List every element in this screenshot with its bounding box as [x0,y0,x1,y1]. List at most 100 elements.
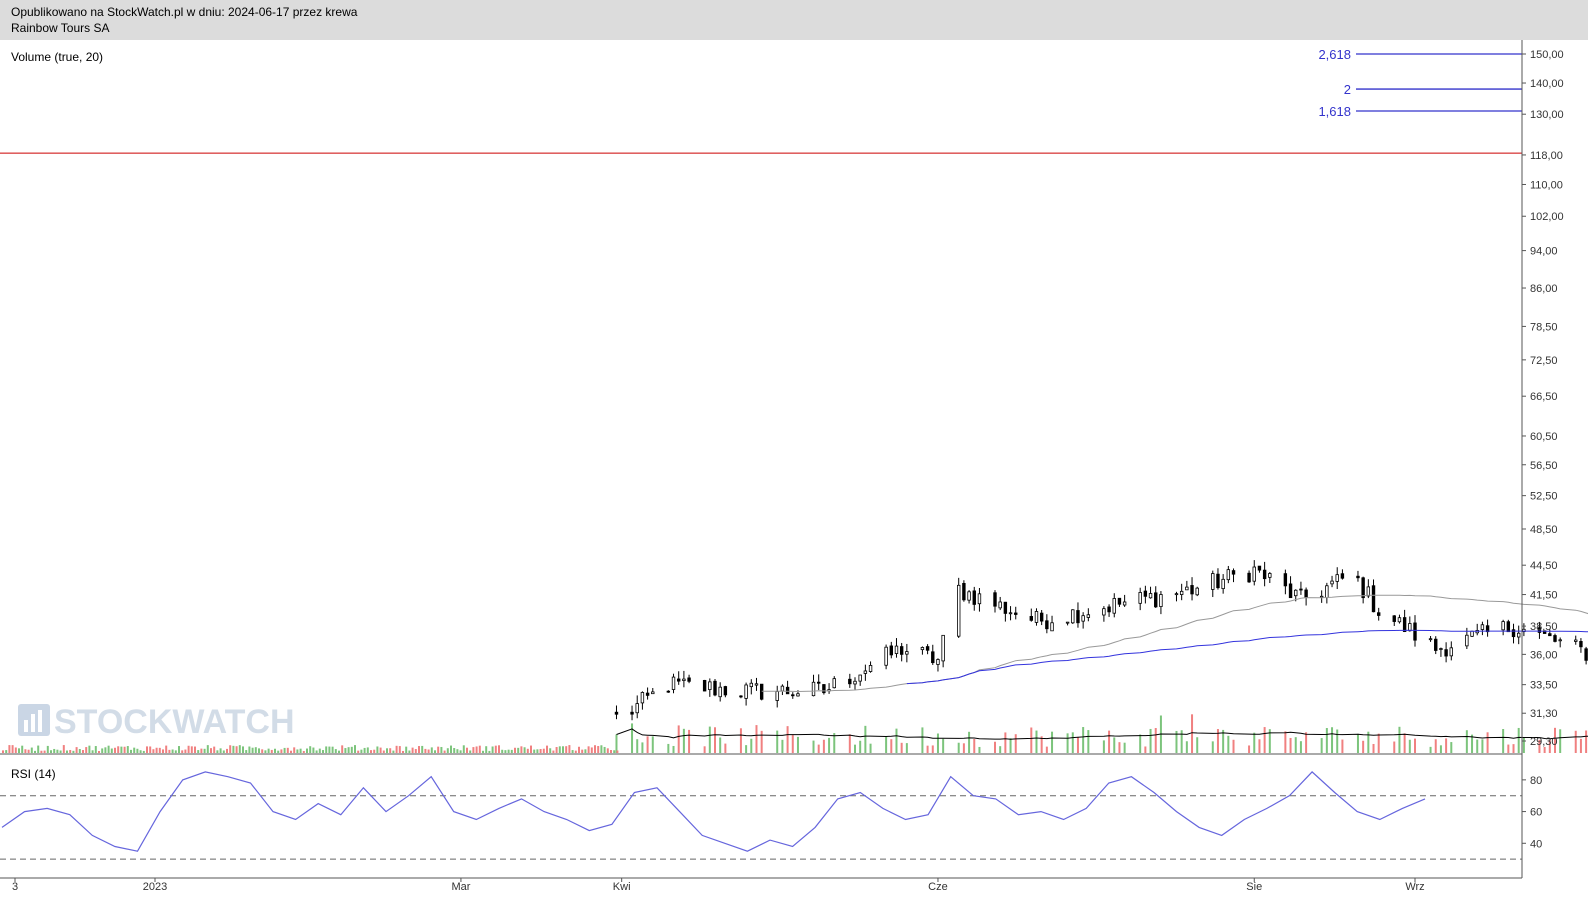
volume-bar [424,748,427,753]
volume-bar [942,738,945,753]
candle-body [899,646,904,655]
candle-body [749,682,753,688]
volume-bar [1108,730,1111,753]
candle-body [1584,648,1588,661]
volume-bar [1414,738,1416,753]
volume-bar [130,749,132,753]
volume-bar [1554,727,1556,753]
candle-body [884,646,888,666]
candle-body [1112,598,1116,614]
volume-bar [994,741,996,753]
volume-bar [1113,737,1116,753]
volume-bar [72,750,75,753]
rsi-tick-label: 40 [1530,838,1542,850]
volume-bar [1398,726,1401,753]
volume-bar [714,727,716,753]
candle-body [1517,632,1521,638]
candle-body [1034,611,1039,623]
volume-bar [200,748,203,753]
volume-bar [40,750,43,753]
volume-bar [318,748,321,753]
volume-bar [745,745,748,753]
volume-bar [277,750,280,753]
candle-body [687,677,691,682]
candle-body [863,670,868,674]
candle-body [630,711,634,715]
volume-bar [491,746,494,753]
volume-bar [1263,727,1266,753]
volume-bar [600,745,603,753]
volume-bar [133,747,136,753]
candle-body [1501,621,1505,631]
candle-body [1579,641,1583,648]
volume-bar [136,748,139,753]
volume-bar [46,745,49,753]
time-tick-label: 3 [12,881,18,893]
volume-bar [459,750,462,753]
volume-bar [82,750,84,753]
candle-body [1216,573,1220,589]
volume-bar [376,746,379,753]
publish-info: Opublikowano na StockWatch.pl w dniu: 20… [11,5,358,19]
volume-bar [776,730,779,753]
moving-average-long [906,629,1588,685]
volume-bar [286,747,289,753]
price-tick-label: 102,00 [1530,211,1564,223]
volume-bar [641,742,644,753]
volume-bar [139,750,142,753]
volume-bar [542,748,545,753]
volume-bar [1082,727,1085,753]
volume-bar [24,749,27,753]
candle-body [1294,589,1298,597]
volume-bar [1071,732,1074,753]
time-tick-label: Kwi [613,881,631,893]
volume-bar [1191,714,1194,753]
volume-bar [178,746,180,753]
volume-bar [1253,732,1256,753]
volume-bar [494,745,497,753]
volume-bar [895,728,898,753]
volume-bar [91,750,94,753]
volume-bar [1149,728,1152,753]
volume-bar [1341,739,1344,753]
volume-bar [187,745,190,753]
volume-bar [34,750,36,753]
candle-body [1377,612,1381,616]
volume-bar [267,748,270,753]
volume-bar [1014,734,1017,753]
volume-bar [466,747,468,753]
candle-body [1366,586,1371,597]
volume-bar [146,746,148,753]
volume-bar [354,745,356,753]
volume-bar [968,731,971,753]
volume-bar [682,728,685,753]
volume-bar [973,738,976,753]
candle-body [1283,573,1288,587]
volume-bar [1294,737,1297,753]
volume-bar [258,748,260,753]
candle-body [1397,617,1402,623]
volume-bar [14,747,17,753]
rsi-tick-label: 80 [1530,775,1542,787]
candle-body [671,676,676,690]
candle-body [651,691,655,695]
volume-bar [152,749,155,753]
volume-bar [238,745,241,753]
candle-body [1465,634,1469,647]
volume-bar [181,750,184,753]
volume-bar [597,746,600,753]
volume-bar [501,749,504,753]
volume-bar [437,746,440,753]
candle-body [677,678,681,682]
volume-bar [440,746,443,753]
volume-bar [126,746,129,753]
volume-bar [1118,742,1121,753]
volume-bar [408,750,411,753]
volume-bar [414,749,417,753]
volume-bar [848,734,851,753]
volume-bar [1227,735,1230,753]
volume-bar [430,747,433,753]
volume-bar [411,747,414,753]
candle-body [1522,628,1526,633]
volume-bar [1372,743,1375,753]
